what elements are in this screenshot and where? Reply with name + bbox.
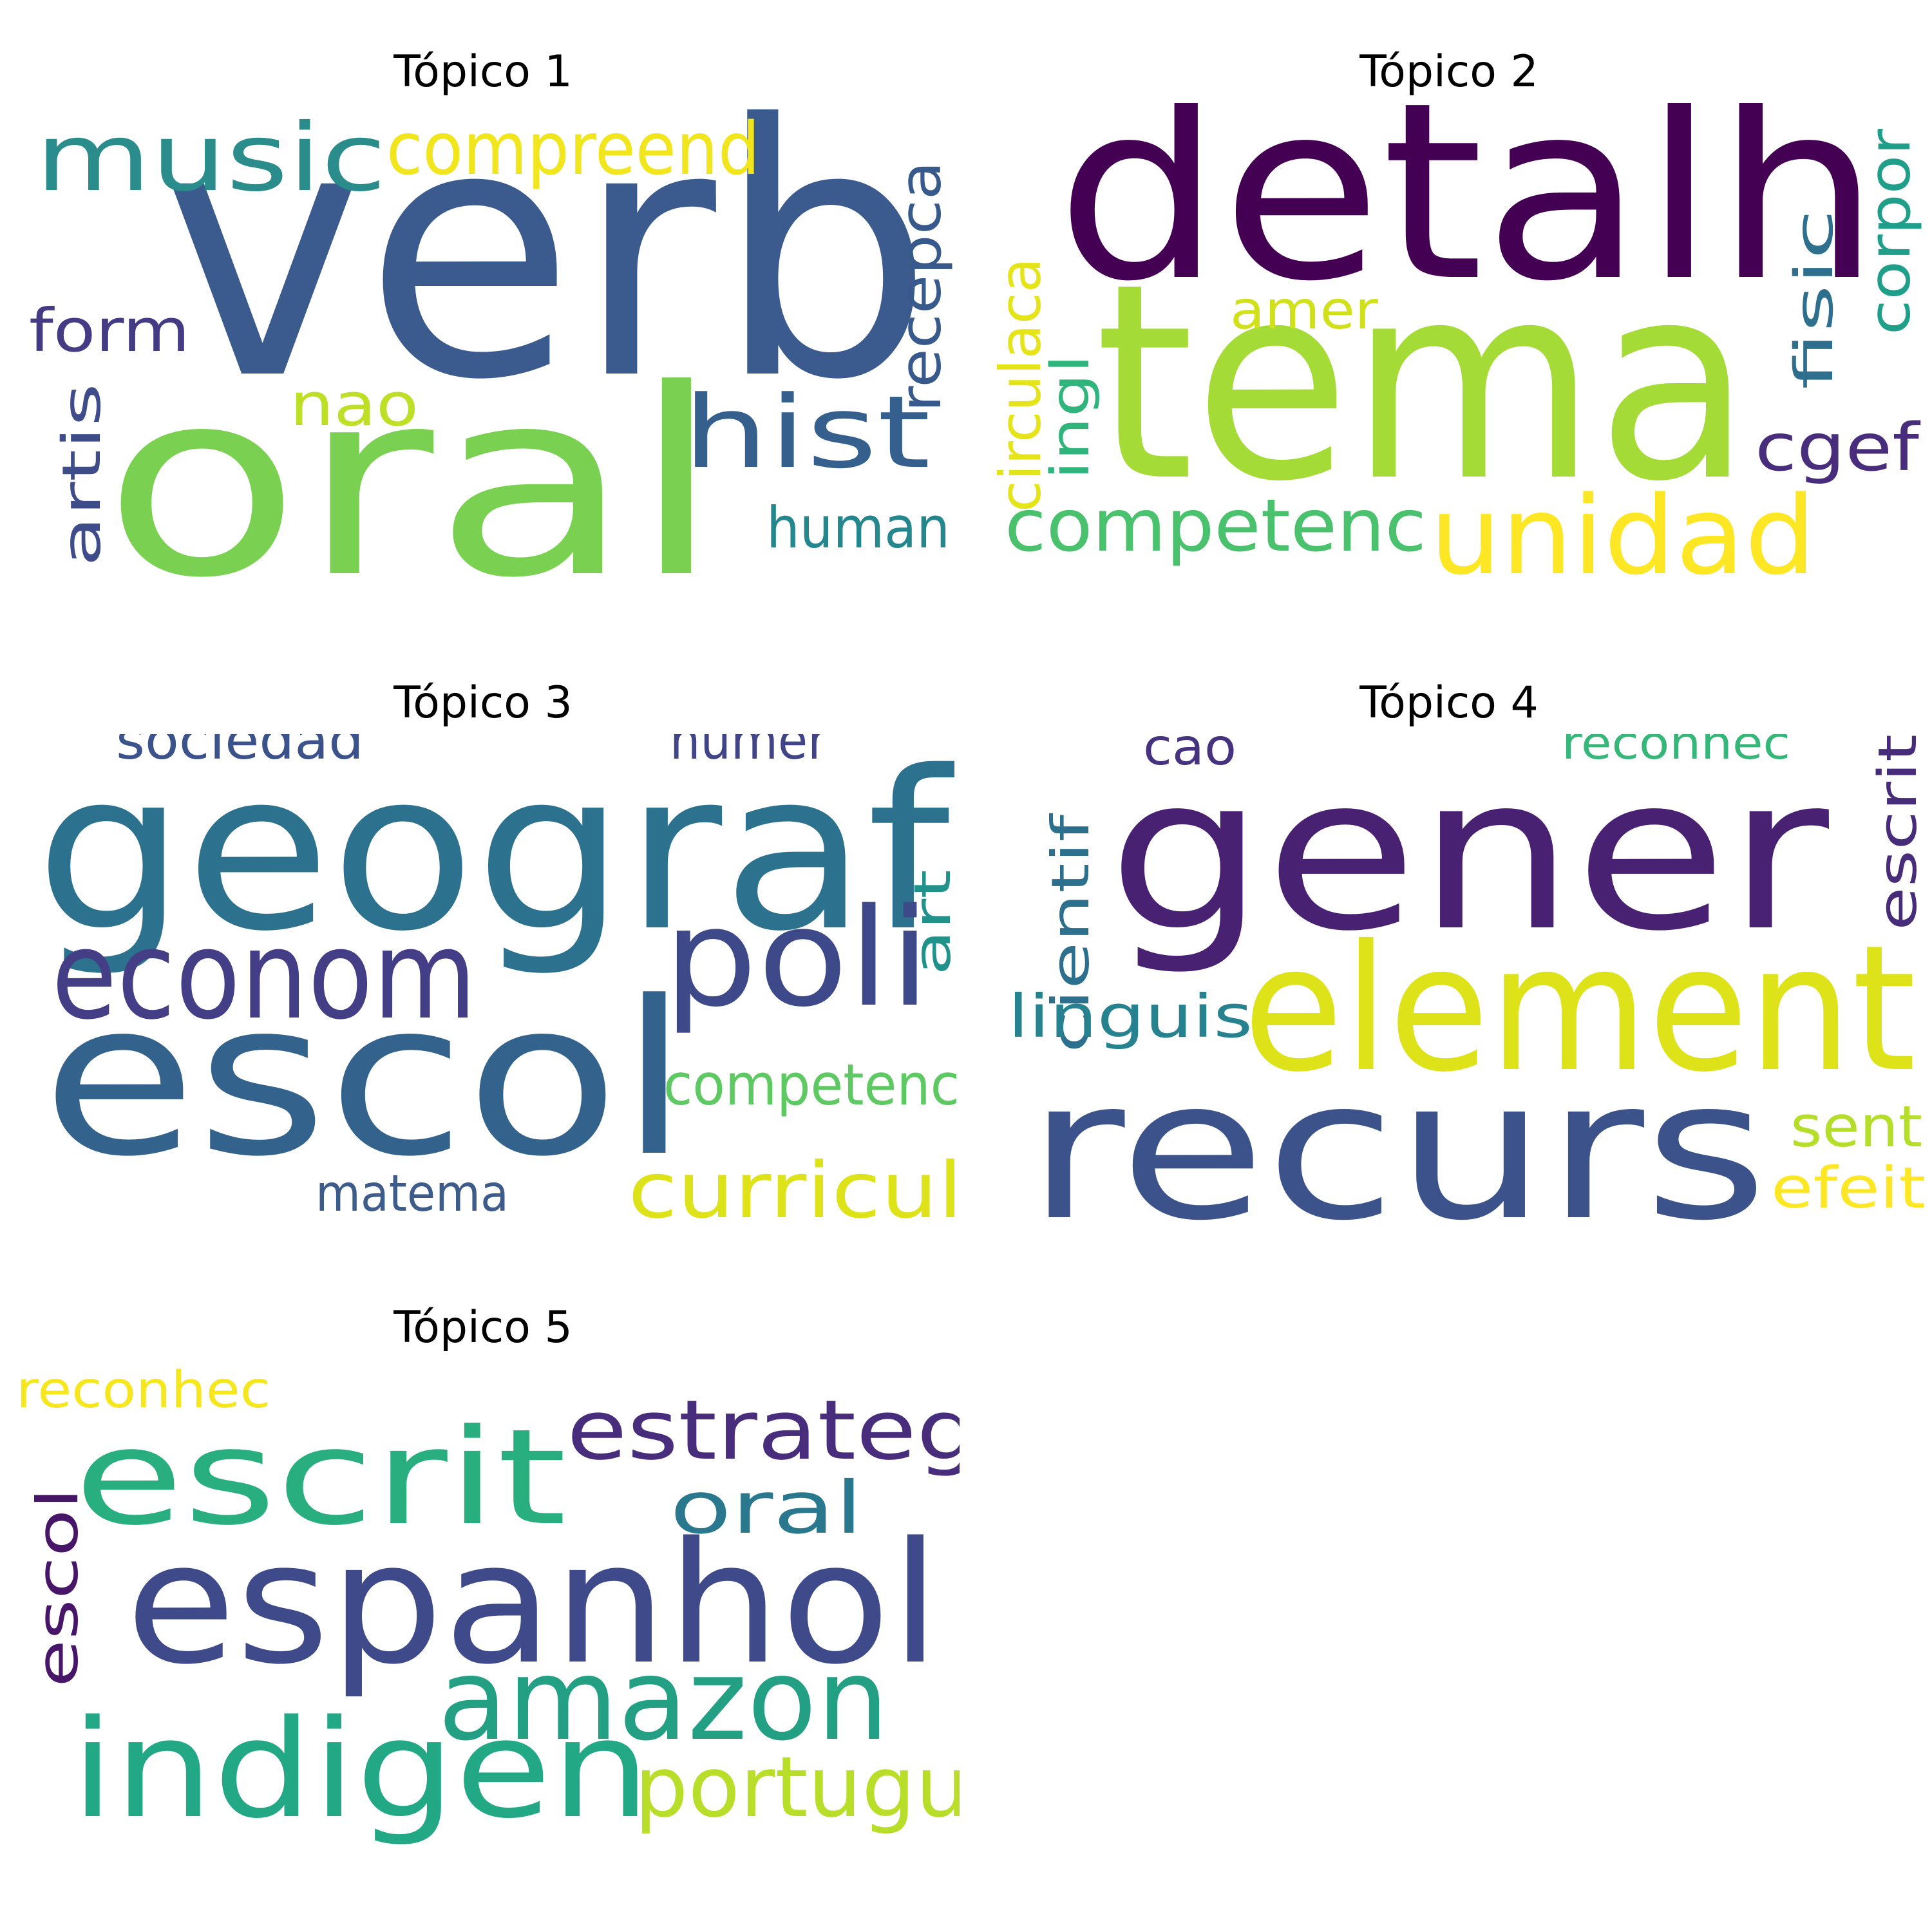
word: hist <box>683 374 931 491</box>
word: cgef <box>1755 410 1920 486</box>
word: ingl <box>1040 354 1101 480</box>
word: escol <box>42 956 689 1203</box>
word: competenc <box>663 1052 960 1118</box>
word: amazon <box>438 1635 889 1766</box>
word: curricul <box>628 1146 960 1224</box>
topic-3-wordcloud: geograf escol econom poli sociedad numer… <box>13 734 960 1224</box>
topic-5-wordcloud: espanhol escrit estrateg oral amazon ind… <box>13 1359 960 1848</box>
word: tema <box>1095 226 1752 541</box>
topic-panel-5: Tópico 5 espanhol escrit estrateg oral a… <box>0 1256 966 1874</box>
word: detalh <box>1056 103 1880 335</box>
word: escrit <box>1868 734 1926 931</box>
word: econom <box>52 904 477 1046</box>
word: sociedad <box>116 734 364 772</box>
word: efeit <box>1771 1155 1926 1221</box>
word: artis <box>52 383 113 567</box>
word: amer <box>1230 280 1378 341</box>
topic-4-title: Tópico 4 <box>1359 677 1539 728</box>
word: oral <box>670 1466 863 1550</box>
topic-panel-4: Tópico 4 gener element recurs cientif ca… <box>966 631 1932 1249</box>
word: portugu <box>634 1738 960 1836</box>
word: corpor <box>1857 128 1923 335</box>
word: element <box>1243 907 1916 1110</box>
word: nao <box>290 370 419 439</box>
word: poli <box>663 879 931 1037</box>
topic-5-title: Tópico 5 <box>393 1302 573 1353</box>
word: espanhol <box>126 1507 940 1701</box>
word: estrateg <box>567 1383 960 1479</box>
topic-panel-3: Tópico 3 geograf escol econom poli socie… <box>0 631 966 1249</box>
word: sent <box>1790 1094 1922 1160</box>
topic-panel-1: Tópico 1 verb oral music compreend hist … <box>0 0 966 618</box>
word: form <box>29 296 190 365</box>
word: oral <box>103 335 721 592</box>
word: fisic <box>1784 209 1845 390</box>
topic-1-title: Tópico 1 <box>393 46 573 97</box>
word: indigen <box>71 1690 650 1848</box>
word: escrit <box>74 1401 567 1555</box>
topic-2-wordcloud: detalh tema unidad competenc circulaca i… <box>979 103 1926 592</box>
word: cientif <box>1041 813 1101 1053</box>
word: human <box>766 495 950 561</box>
topic-2-title: Tópico 2 <box>1359 46 1539 97</box>
topic-3-title: Tópico 3 <box>393 677 573 728</box>
word: recepca <box>887 161 954 412</box>
topic-1-wordcloud: verb oral music compreend hist form nao … <box>13 103 960 592</box>
word: linguis <box>1008 982 1253 1051</box>
word: cao <box>1143 734 1236 777</box>
word: numer <box>670 734 828 772</box>
topic-4-wordcloud: gener element recurs cientif cao reconhe… <box>979 734 1926 1224</box>
word: recurs <box>1027 1038 1768 1224</box>
word: music <box>35 104 386 213</box>
word: gener <box>1108 734 1832 978</box>
word: compreend <box>386 108 760 191</box>
word: matema <box>316 1165 509 1223</box>
word: reconhec <box>16 1361 270 1419</box>
topic-panel-2: Tópico 2 detalh tema unidad competenc ci… <box>966 0 1932 618</box>
word: circulaca <box>987 258 1054 512</box>
word: verb <box>161 103 934 456</box>
word: unidad <box>1430 473 1816 592</box>
word: reconhec <box>1562 734 1790 770</box>
word: art <box>904 869 960 976</box>
word: competenc <box>1005 484 1426 568</box>
word: geograf <box>35 734 955 980</box>
word: escol <box>24 1488 91 1687</box>
